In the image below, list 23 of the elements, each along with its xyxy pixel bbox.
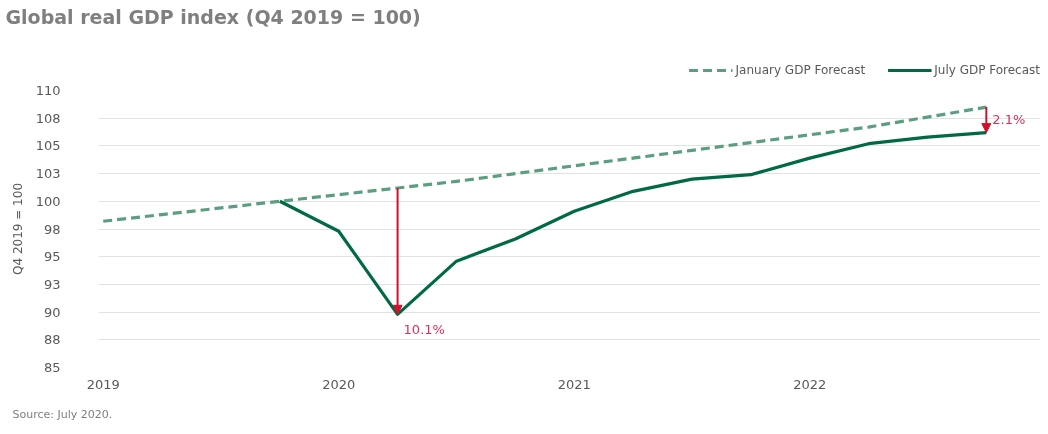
y-tick-label: 105 [35,138,61,154]
legend-label: July GDP Forecast [934,63,1040,77]
y-tick-label: 93 [43,276,61,292]
x-tick-label: 2019 [86,376,120,392]
y-tick-label: 88 [43,332,61,348]
chart-title: Global real GDP index (Q4 2019 = 100) [5,5,421,28]
y-tick-label: 90 [43,304,61,320]
x-tick-label: 2021 [557,376,591,392]
source-note: Source: July 2020. [12,407,113,421]
x-tick-label: 2022 [793,376,827,392]
legend-label: January GDP Forecast [735,63,866,77]
y-tick-label: 103 [35,166,61,182]
y-tick-label: 95 [43,249,61,265]
line-series [101,105,988,223]
y-tick-label: 108 [35,110,61,126]
y-axis-title: Q4 2019 = 100 [10,182,25,276]
y-tick-label: 100 [35,193,61,209]
y-tick-label: 85 [43,360,61,375]
y-tick-label: 98 [43,221,61,237]
x-tick-label: 2020 [322,376,356,392]
annotation: 2.1% [992,112,1026,128]
annotation: 10.1% [403,321,445,337]
y-tick-label: 110 [35,83,61,98]
